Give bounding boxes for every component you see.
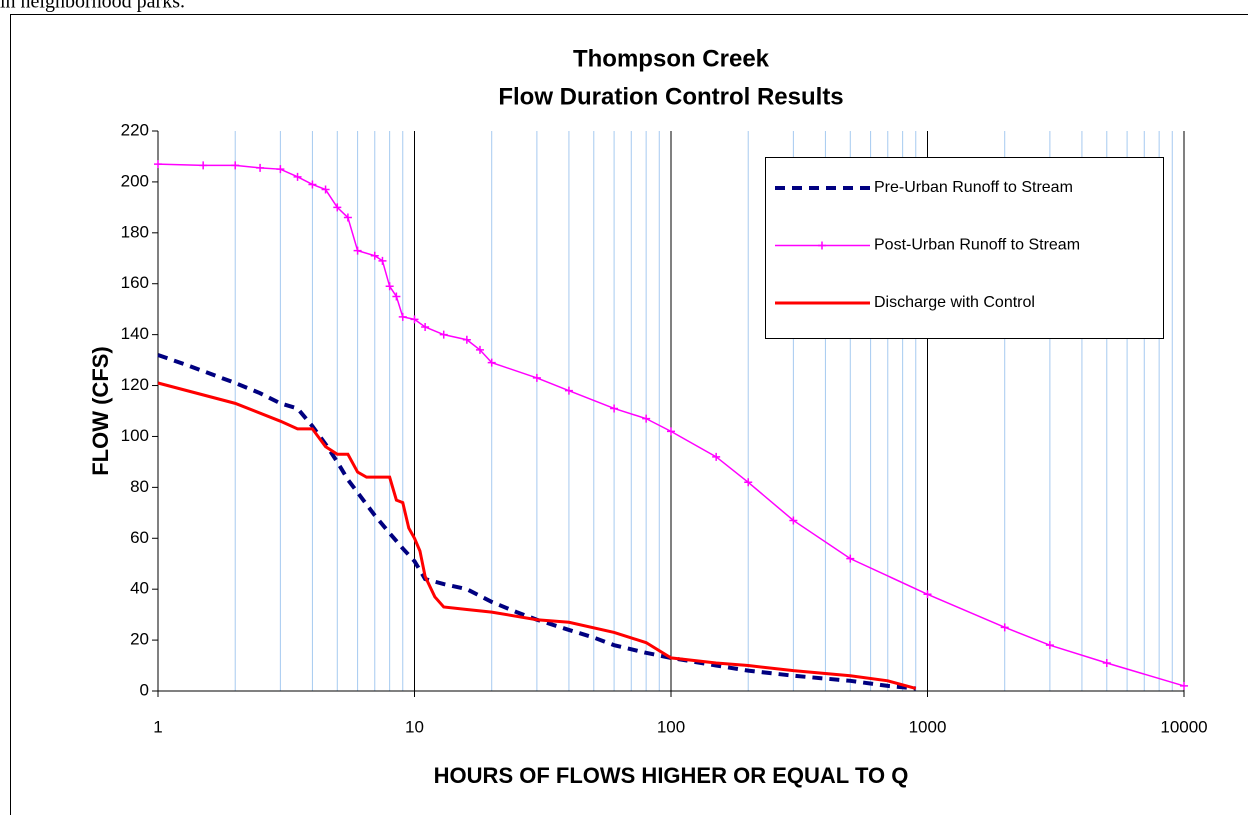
y-tick-label: 200 bbox=[121, 171, 149, 190]
x-tick-label: 1000 bbox=[909, 717, 947, 736]
point-marker bbox=[410, 315, 419, 324]
series-line bbox=[157, 381, 917, 690]
legend-label: Discharge with Control bbox=[874, 294, 1035, 311]
point-marker bbox=[564, 386, 573, 395]
y-tick-label: 180 bbox=[121, 222, 149, 241]
point-marker bbox=[610, 404, 619, 413]
chart-frame bbox=[10, 14, 1248, 815]
point-marker bbox=[378, 256, 387, 265]
y-tick-label: 160 bbox=[121, 273, 149, 292]
point-marker bbox=[475, 345, 484, 354]
series-line bbox=[157, 353, 916, 691]
page-text: in neighborhood parks. bbox=[0, 0, 185, 13]
chart-title: Thompson Creek bbox=[573, 45, 770, 72]
point-marker bbox=[199, 161, 208, 170]
point-marker bbox=[712, 452, 721, 461]
chart-title: Flow Duration Control Results bbox=[498, 83, 843, 110]
legend-marker bbox=[818, 241, 826, 250]
point-marker bbox=[370, 251, 379, 260]
point-marker bbox=[532, 373, 541, 382]
point-marker bbox=[353, 246, 362, 255]
point-marker bbox=[343, 213, 352, 222]
point-marker bbox=[308, 180, 317, 189]
y-tick-label: 0 bbox=[140, 680, 149, 699]
point-marker bbox=[744, 478, 753, 487]
legend-label: Pre-Urban Runoff to Stream bbox=[874, 179, 1073, 196]
legend-label: Post-Urban Runoff to Stream bbox=[874, 237, 1080, 254]
point-marker bbox=[385, 282, 394, 291]
y-tick-label: 100 bbox=[121, 426, 149, 445]
point-marker bbox=[439, 330, 448, 339]
x-tick-label: 10000 bbox=[1160, 717, 1207, 736]
y-tick-label: 140 bbox=[121, 324, 149, 343]
point-marker bbox=[667, 427, 675, 436]
point-marker bbox=[1000, 623, 1009, 632]
x-tick-label: 10 bbox=[405, 717, 424, 736]
y-tick-label: 60 bbox=[130, 528, 149, 547]
point-marker bbox=[256, 163, 265, 172]
plot-area: 1 10 100 1000 10000 0 20 40 60 80 100 120 140 160 180 2… bbox=[121, 120, 1208, 736]
point-marker bbox=[462, 335, 471, 344]
point-marker bbox=[293, 172, 302, 181]
point-marker bbox=[392, 292, 401, 301]
y-axis-label: FLOW (CFS) bbox=[88, 346, 113, 476]
y-tick-label: 220 bbox=[121, 120, 149, 139]
point-marker bbox=[487, 358, 496, 367]
point-marker bbox=[642, 414, 651, 423]
point-marker bbox=[421, 323, 430, 331]
y-tick-label: 80 bbox=[130, 477, 149, 496]
point-marker bbox=[398, 312, 407, 321]
point-marker bbox=[923, 590, 932, 599]
series-line bbox=[157, 163, 1185, 687]
point-marker bbox=[154, 160, 162, 169]
point-marker bbox=[1102, 659, 1111, 667]
point-marker bbox=[1180, 681, 1188, 690]
point-marker bbox=[1045, 641, 1054, 650]
point-marker bbox=[231, 161, 240, 170]
y-tick-label: 20 bbox=[130, 630, 149, 649]
y-tick-label: 120 bbox=[121, 375, 149, 394]
point-marker bbox=[321, 185, 330, 194]
x-tick-label: 1 bbox=[153, 717, 162, 736]
legend: Pre-Urban Runoff to Stream Post-Urban Run… bbox=[765, 157, 1164, 339]
point-marker bbox=[846, 554, 855, 563]
point-marker bbox=[789, 516, 798, 525]
x-axis-label: HOURS OF FLOWS HIGHER OR EQUAL TO Q bbox=[434, 763, 909, 788]
x-tick-label: 100 bbox=[657, 717, 685, 736]
point-marker bbox=[333, 203, 342, 212]
point-marker bbox=[276, 165, 285, 174]
y-tick-label: 40 bbox=[130, 579, 149, 598]
